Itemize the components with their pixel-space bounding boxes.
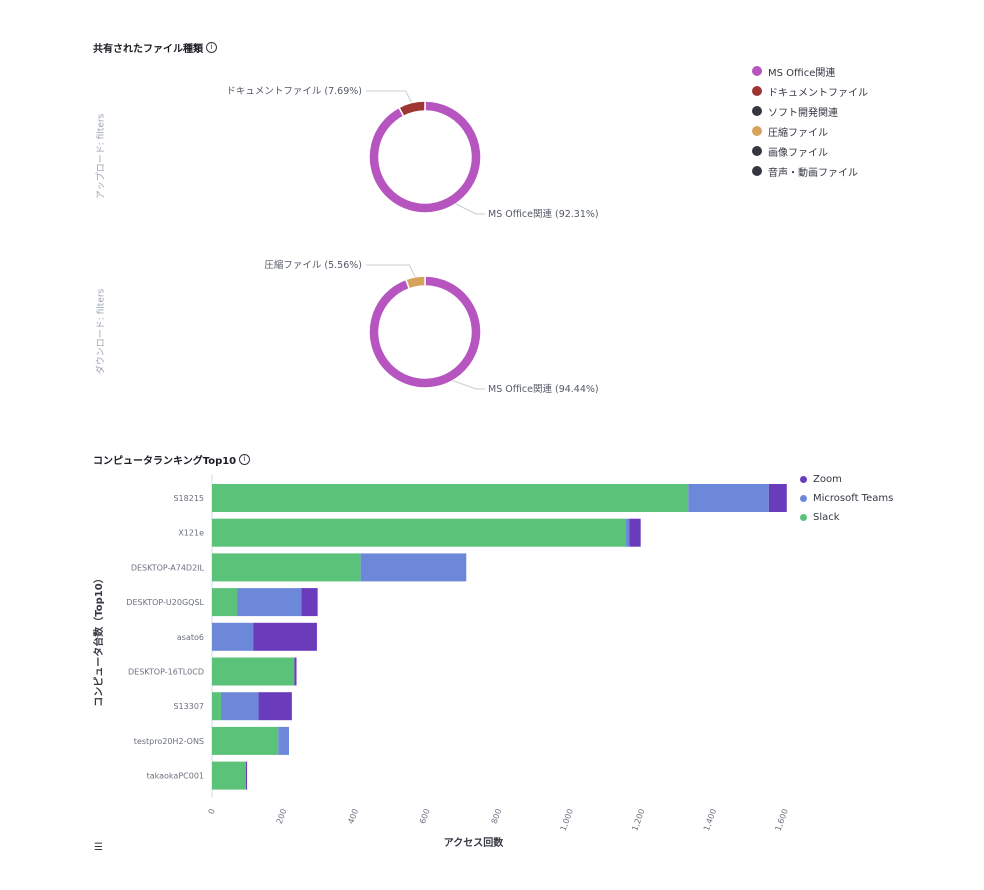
bar-segment[interactable]: [625, 518, 630, 547]
info-icon[interactable]: i: [239, 454, 251, 465]
bar-segment[interactable]: [212, 657, 295, 686]
category-tick-label: takaokaPC001: [147, 772, 204, 781]
legend-label: 音声・動画ファイル: [768, 167, 858, 179]
legend-swatch: [752, 86, 762, 96]
pie-legend-item[interactable]: ドキュメントファイル: [752, 81, 868, 101]
leader-line: [366, 90, 413, 103]
bar-section-title: コンピュータランキングTop10 i: [93, 452, 251, 467]
bar-segment[interactable]: [360, 553, 467, 582]
legend-swatch: [800, 495, 807, 502]
category-tick-label: asato6: [177, 633, 204, 642]
bar-segment[interactable]: [258, 692, 292, 721]
bar-legend-item[interactable]: Microsoft Teams: [800, 489, 893, 508]
bar-segment[interactable]: [212, 518, 626, 547]
pie-slice-label: MS Office関連 (94.44%): [488, 383, 599, 395]
info-icon[interactable]: i: [206, 42, 217, 53]
pie-legend-item[interactable]: MS Office関連: [752, 61, 868, 81]
bar-segment[interactable]: [237, 588, 302, 617]
bar-segment[interactable]: [212, 726, 279, 755]
legend-label: ドキュメントファイル: [768, 87, 868, 99]
leader-line: [455, 203, 485, 215]
pie-slice[interactable]: [368, 275, 482, 389]
category-tick-label: testpro20H2-ONS: [134, 737, 204, 746]
bar-segment[interactable]: [212, 484, 689, 512]
legend-swatch: [752, 126, 762, 136]
x-tick-label: 1,600: [774, 808, 790, 833]
pie-slice[interactable]: [404, 275, 426, 290]
bar-segment[interactable]: [688, 484, 769, 512]
list-icon[interactable]: ☰: [94, 842, 103, 853]
pie-slice-label: ドキュメントファイル (7.69%): [226, 86, 362, 97]
x-tick-label: 0: [207, 808, 217, 816]
x-tick-label: 400: [346, 808, 360, 825]
pie-legend-item[interactable]: 画像ファイル: [752, 141, 868, 161]
legend-label: Zoom: [813, 474, 842, 485]
pie-section-title: 共有されたファイル種類 i: [93, 40, 217, 55]
bar-segment[interactable]: [629, 518, 641, 547]
bar-segment[interactable]: [212, 622, 254, 651]
bar-segment[interactable]: [212, 761, 247, 790]
pie-legend: MS Office関連ドキュメントファイル ソフト開発関連 圧縮ファイル 画像ファイル…: [752, 61, 868, 181]
category-tick-label: S13307: [173, 702, 204, 711]
bar-legend: Zoom Microsoft Teams Slack: [800, 470, 893, 527]
x-tick-label: 800: [490, 808, 504, 825]
y-axis-title: コンピュータ台数（Top10）: [92, 573, 105, 706]
x-tick-label: 1,000: [559, 808, 575, 833]
bar-segment[interactable]: [220, 692, 259, 721]
x-tick-label: 600: [418, 808, 432, 825]
legend-swatch: [752, 146, 762, 156]
category-tick-label: X121e: [178, 529, 204, 538]
bar-chart: S18215 X121e DESKTOP-A74D2IL DESKTOP-U20GQS…: [92, 474, 790, 849]
category-tick-label: S18215: [173, 494, 204, 503]
pie-slice-label: 圧縮ファイル (5.56%): [264, 259, 362, 271]
x-tick-label: 1,400: [702, 808, 718, 833]
legend-swatch: [752, 166, 762, 176]
bar-segment[interactable]: [212, 553, 361, 582]
pie-charts: ドキュメントファイル (7.69%) MS Office関連 (92.31%) 圧縮…: [226, 86, 599, 395]
bar-segment[interactable]: [278, 726, 289, 755]
pie-slice[interactable]: [368, 100, 482, 214]
legend-swatch: [752, 66, 762, 76]
x-tick-label: 200: [275, 808, 289, 825]
legend-label: MS Office関連: [768, 67, 836, 79]
bar-segment[interactable]: [253, 622, 317, 651]
leader-line: [452, 380, 485, 390]
category-tick-label: DESKTOP-A74D2IL: [131, 563, 205, 572]
bar-segment[interactable]: [768, 484, 787, 512]
category-tick-label: DESKTOP-U20GQSL: [126, 598, 204, 607]
pie-legend-item[interactable]: 圧縮ファイル: [752, 121, 868, 141]
bar-segment[interactable]: [212, 588, 238, 617]
legend-label: 画像ファイル: [768, 147, 828, 159]
x-axis-title: アクセス回数: [444, 836, 504, 849]
pie-slice[interactable]: [397, 100, 426, 118]
legend-swatch: [800, 514, 807, 521]
bar-segment[interactable]: [294, 657, 297, 686]
x-tick-label: 1,200: [630, 808, 646, 833]
bar-segment[interactable]: [246, 761, 248, 790]
pie-legend-item[interactable]: ソフト開発関連: [752, 101, 868, 121]
bar-legend-item[interactable]: Zoom: [800, 470, 893, 489]
pie-slice-label: MS Office関連 (92.31%): [488, 208, 599, 220]
legend-label: ソフト開発関連: [768, 107, 838, 119]
legend-swatch: [800, 476, 807, 483]
pie-legend-item[interactable]: 音声・動画ファイル: [752, 161, 868, 181]
bar-segment[interactable]: [301, 588, 318, 617]
legend-label: 圧縮ファイル: [768, 127, 828, 139]
legend-swatch: [752, 106, 762, 116]
category-tick-label: DESKTOP-16TL0CD: [128, 668, 204, 677]
bar-segment[interactable]: [212, 692, 221, 721]
legend-label: Slack: [813, 512, 840, 523]
leader-line: [366, 264, 416, 278]
bar-legend-item[interactable]: Slack: [800, 508, 893, 527]
legend-label: Microsoft Teams: [813, 493, 894, 504]
